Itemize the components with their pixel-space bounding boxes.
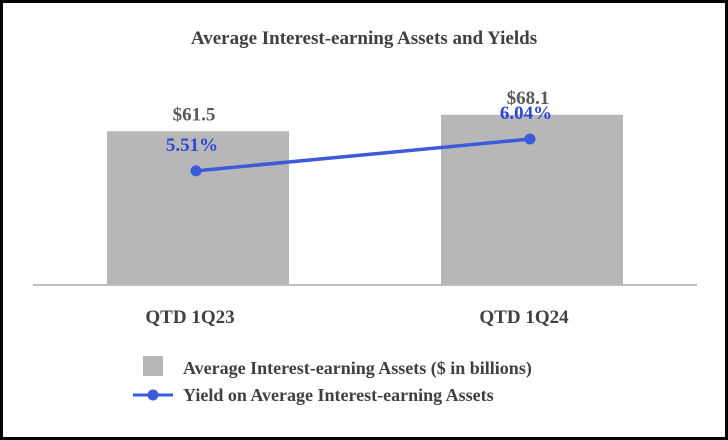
x-tick-label-1: QTD 1Q23	[145, 307, 234, 328]
legend-label-yield: Yield on Average Interest-earning Assets	[183, 385, 494, 405]
yield-line-series	[190, 133, 536, 177]
chart-title: Average Interest-earning Assets and Yiel…	[191, 28, 537, 49]
legend-swatch-assets	[143, 356, 163, 376]
yield-line	[195, 137, 531, 173]
yield-value-label-2: 6.04%	[500, 103, 552, 124]
yield-value-label-1: 5.51%	[166, 135, 218, 156]
x-axis-tick-labels: QTD 1Q23 QTD 1Q24	[145, 307, 569, 328]
bar-value-label-1: $61.5	[173, 104, 216, 125]
legend-label-assets: Average Interest-earning Assets ($ in bi…	[183, 358, 532, 379]
x-tick-label-2: QTD 1Q24	[479, 307, 569, 328]
yield-point-2	[524, 133, 536, 145]
data-labels: $61.5 $68.1 5.51% 6.04%	[166, 88, 552, 156]
legend-swatch-yield-marker	[147, 389, 159, 401]
legend: Average Interest-earning Assets ($ in bi…	[133, 356, 532, 405]
bar-1	[107, 131, 289, 285]
bar-value-label-2: $68.1	[507, 88, 550, 109]
yield-point-1	[190, 165, 202, 177]
